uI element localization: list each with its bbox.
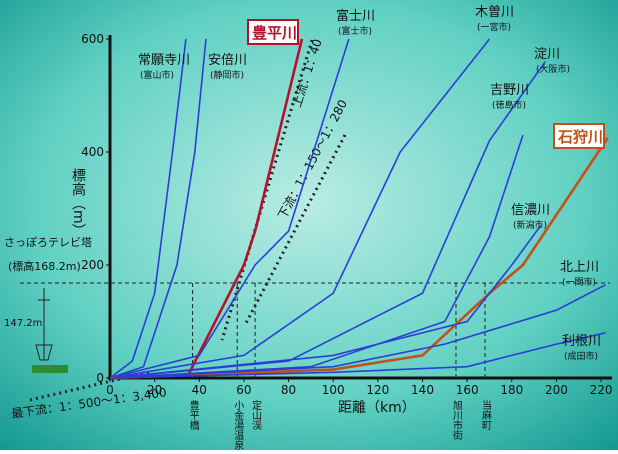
series-label: 富士川 <box>336 8 375 24</box>
series-label: 常願寺川 <box>138 53 190 68</box>
tower-note: (標高168.2m) <box>8 259 81 273</box>
series-label: 吉野川 <box>490 83 529 98</box>
series-label: 利根川 <box>562 334 601 349</box>
x-tick-label: 180 <box>500 383 523 397</box>
x-tick-label: 200 <box>545 383 568 397</box>
landmark-label: 豊平橋 <box>187 399 199 431</box>
y-tick-label: 400 <box>81 145 104 159</box>
y-tick-label: 600 <box>81 32 104 46</box>
series-place: (一宮市) <box>477 21 511 33</box>
landmark-label: 定山渓 <box>250 399 262 431</box>
series-line <box>109 332 606 379</box>
x-tick-label: 0 <box>106 383 114 397</box>
ground <box>32 365 68 373</box>
x-tick-label: 80 <box>281 383 296 397</box>
series-label: 石狩川 <box>557 128 603 146</box>
series-place: (一関市) <box>562 276 596 288</box>
series-label: 豊平川 <box>252 24 297 42</box>
series-place: (富士市) <box>338 25 372 37</box>
x-tick-label: 120 <box>366 383 389 397</box>
series-place: (富山市) <box>140 69 174 81</box>
series-place: (成田市) <box>564 350 598 362</box>
landmark-label: 当麻町 <box>480 399 492 430</box>
slope-line <box>220 39 314 341</box>
y-tick-label: 200 <box>81 258 104 272</box>
x-tick-label: 40 <box>192 383 207 397</box>
tower-name: さっぽろテレビ塔 <box>4 236 92 249</box>
series-line <box>109 38 350 379</box>
series-label: 安倍川 <box>208 53 247 68</box>
series-line <box>109 38 491 379</box>
series-place: (静岡市) <box>210 69 244 81</box>
series-line <box>109 38 207 379</box>
y-axis-label: 標高（m） <box>70 168 86 238</box>
x-tick-label: 20 <box>147 383 162 397</box>
series-place: (大阪市) <box>536 63 570 75</box>
landmark-label: 旭川市街 <box>450 400 462 441</box>
x-tick-label: 160 <box>456 383 479 397</box>
series-place: (新潟市) <box>513 219 547 231</box>
series-line <box>109 38 187 379</box>
series-line <box>109 224 542 379</box>
series-line <box>109 284 606 379</box>
series-label: 淀川 <box>534 47 560 62</box>
label-box <box>247 19 299 45</box>
x-tick-label: 140 <box>411 383 434 397</box>
series-label: 木曽川 <box>475 5 514 20</box>
x-tick-label: 60 <box>236 383 251 397</box>
x-tick-label: 220 <box>590 383 613 397</box>
series-place: (徳島市) <box>492 99 526 111</box>
tower-height: 147.2m <box>4 318 42 329</box>
tower-icon <box>35 288 53 361</box>
x-axis-label: 距離（km） <box>338 399 416 416</box>
landmark-label: 小金湯温泉 <box>232 400 244 450</box>
x-tick-label: 100 <box>322 383 345 397</box>
series-label: 北上川 <box>560 260 599 275</box>
series-label: 信濃川 <box>511 203 550 218</box>
y-tick-label: 0 <box>96 371 104 385</box>
label-box <box>553 123 605 149</box>
